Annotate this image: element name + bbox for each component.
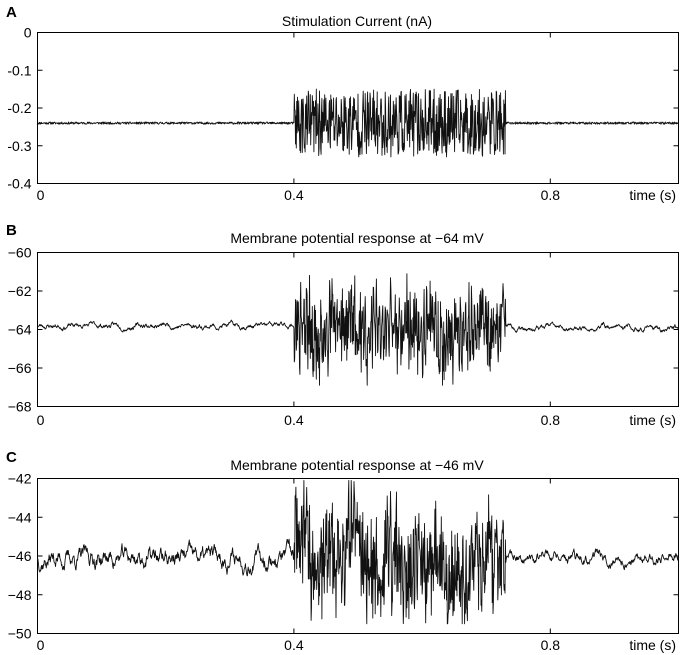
panel-b: B Membrane potential response at −64 mV … bbox=[6, 222, 679, 428]
trace-line bbox=[37, 479, 679, 625]
panel-c: C Membrane potential response at −46 mV … bbox=[6, 449, 679, 653]
x-tick-label: 0 bbox=[37, 412, 45, 428]
plot-frame bbox=[37, 478, 679, 634]
x-tick-label: 0.4 bbox=[284, 412, 304, 428]
y-tick-label: -0.3 bbox=[7, 138, 31, 154]
y-tick-label: −62 bbox=[8, 283, 32, 299]
x-axis-label: time (s) bbox=[629, 637, 676, 653]
y-axis: −42 −44 −46 −48 −50 bbox=[8, 471, 679, 642]
x-tick-label: 0.8 bbox=[541, 187, 561, 203]
chart-title: Membrane potential response at −64 mV bbox=[230, 230, 484, 246]
x-tick-label: 0.8 bbox=[541, 412, 561, 428]
panel-letter: C bbox=[6, 449, 17, 466]
x-axis: 0 0.4 0.8 bbox=[37, 32, 561, 203]
y-tick-label: -0.4 bbox=[7, 176, 31, 192]
y-tick-label: −48 bbox=[8, 587, 32, 603]
y-tick-label: −42 bbox=[8, 471, 32, 487]
x-tick-label: 0.4 bbox=[284, 187, 304, 203]
panel-letter: A bbox=[6, 4, 17, 21]
x-axis-label: time (s) bbox=[629, 412, 676, 428]
y-tick-label: −66 bbox=[8, 360, 32, 376]
trace-line bbox=[37, 273, 679, 386]
panel-letter: B bbox=[6, 222, 17, 239]
y-tick-label: −46 bbox=[8, 548, 32, 564]
y-axis: 0 -0.1 -0.2 -0.3 -0.4 bbox=[7, 25, 679, 192]
panel-a: A Stimulation Current (nA) 0 -0.1 -0.2 -0.3… bbox=[6, 4, 679, 203]
chart-title: Membrane potential response at −46 mV bbox=[230, 457, 484, 473]
x-tick-label: 0 bbox=[37, 187, 45, 203]
x-axis: 0 0.4 0.8 bbox=[37, 478, 561, 653]
y-tick-label: -0.1 bbox=[7, 62, 31, 78]
y-tick-label: −64 bbox=[8, 322, 32, 338]
y-tick-label: -0.2 bbox=[7, 100, 31, 116]
y-tick-label: 0 bbox=[24, 25, 32, 41]
trace-line bbox=[37, 88, 679, 158]
y-tick-label: −60 bbox=[8, 245, 32, 261]
x-tick-label: 0.8 bbox=[541, 637, 561, 653]
x-axis: 0 0.4 0.8 bbox=[37, 252, 561, 428]
y-tick-label: −50 bbox=[8, 626, 32, 642]
y-tick-label: −44 bbox=[8, 509, 32, 525]
y-tick-label: −68 bbox=[8, 399, 32, 415]
x-tick-label: 0.4 bbox=[284, 637, 304, 653]
chart-title: Stimulation Current (nA) bbox=[282, 13, 432, 29]
x-axis-label: time (s) bbox=[629, 187, 676, 203]
y-axis: −60 −62 −64 −66 −68 bbox=[8, 245, 679, 415]
x-tick-label: 0 bbox=[37, 637, 45, 653]
